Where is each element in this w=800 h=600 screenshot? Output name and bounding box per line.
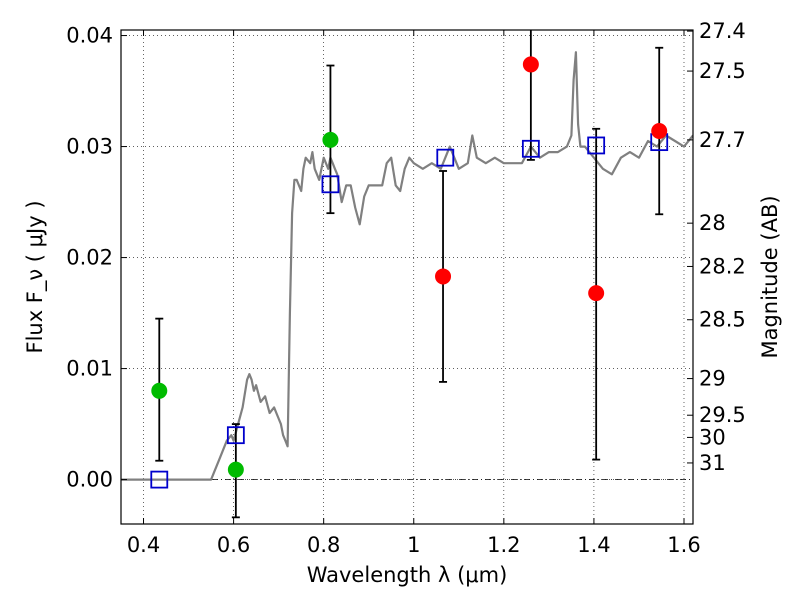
- observed-flux-point: [227, 461, 244, 478]
- x-tick-label: 1.6: [667, 533, 700, 557]
- grid-lines: [121, 30, 693, 524]
- magnitude-tick-label: 31: [699, 451, 726, 475]
- x-tick-label: 0.8: [307, 533, 340, 557]
- model-flux-square: [587, 136, 606, 155]
- magnitude-tick-label: 27.7: [699, 128, 746, 152]
- observed-flux-point: [522, 56, 539, 73]
- magnitude-tick-label: 29: [699, 367, 726, 391]
- x-tick-label: 0.4: [127, 533, 160, 557]
- x-tick-labels: 0.4 0.6 0.8 1 1.2 1.4 1.6: [127, 533, 701, 557]
- y-tick-label: 0.03: [66, 135, 113, 159]
- observed-photometry-markers: [151, 56, 668, 478]
- observed-flux-point: [151, 382, 168, 399]
- observed-flux-point: [588, 285, 605, 302]
- x-tick-label: 1: [407, 533, 420, 557]
- magnitude-tick-label: 27.5: [699, 59, 746, 83]
- y-tick-label: 0.01: [66, 357, 113, 381]
- right-axis-label: Magnitude (AB): [758, 195, 782, 358]
- y-tick-label: 0.02: [66, 246, 113, 270]
- observed-flux-point: [651, 123, 668, 140]
- magnitude-tick-label: 30: [699, 425, 726, 449]
- magnitude-tick-label: 28.5: [699, 308, 746, 332]
- model-flux-square: [226, 426, 245, 445]
- magnitude-tick-label: 28: [699, 211, 726, 235]
- spectrum-curve: [121, 51, 693, 481]
- x-tick-label: 1.2: [487, 533, 520, 557]
- spectrum-line: [121, 51, 693, 481]
- x-tick-label: 0.6: [217, 533, 250, 557]
- error-bars: [155, 30, 664, 519]
- magnitude-tick-label: 28.2: [699, 254, 746, 278]
- magnitude-tick-label: 29.5: [699, 403, 746, 427]
- x-tick-label: 1.4: [577, 533, 610, 557]
- model-flux-square: [521, 139, 540, 158]
- observed-flux-point: [322, 131, 339, 148]
- model-flux-square: [150, 470, 169, 489]
- y-tick-label: 0.00: [66, 468, 113, 492]
- y-axis-label: Flux F_ν ( μJy ): [23, 200, 48, 353]
- magnitude-tick-label: 27.4: [699, 19, 746, 43]
- x-axis-label: Wavelength λ (μm): [307, 563, 508, 587]
- model-flux-square: [321, 175, 340, 194]
- axis-ticks: [121, 30, 693, 524]
- y-tick-labels: 0.00 0.01 0.02 0.03 0.04: [66, 24, 113, 492]
- model-flux-square: [436, 148, 455, 167]
- observed-flux-point: [435, 268, 452, 285]
- plot-frame: [120, 29, 694, 525]
- model-photometry-markers: [150, 133, 669, 489]
- y-tick-label: 0.04: [66, 24, 113, 48]
